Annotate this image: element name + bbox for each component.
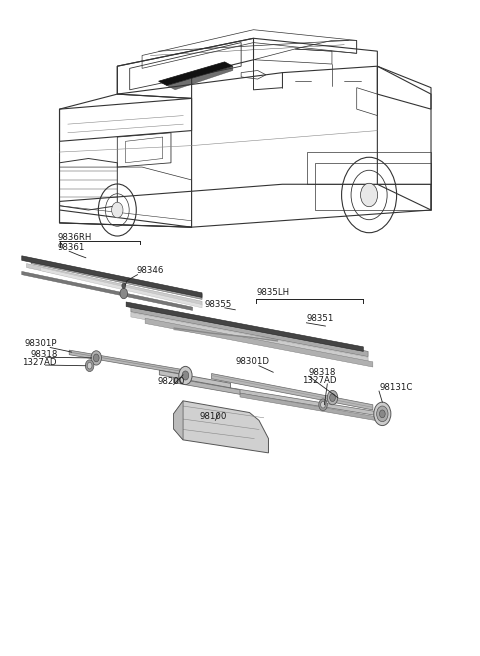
Text: 1327AD: 1327AD [301,376,336,384]
Text: 1327AD: 1327AD [22,358,56,367]
Polygon shape [167,66,233,90]
Polygon shape [174,378,240,394]
Polygon shape [159,370,230,388]
Text: 98301P: 98301P [24,339,57,348]
Circle shape [182,371,189,380]
Polygon shape [240,393,383,422]
Circle shape [112,202,123,218]
Polygon shape [26,264,202,305]
Text: 98318: 98318 [309,368,336,377]
Polygon shape [174,401,183,440]
Circle shape [87,363,92,369]
Circle shape [85,360,94,371]
Circle shape [374,402,391,426]
Polygon shape [126,302,363,352]
Text: 98361: 98361 [57,243,84,252]
Polygon shape [212,373,373,410]
Text: 98131C: 98131C [379,383,412,392]
Text: 9835LH: 9835LH [256,288,289,297]
Polygon shape [69,350,183,374]
Circle shape [377,406,388,422]
Polygon shape [131,312,368,362]
Circle shape [327,390,338,405]
Circle shape [319,399,327,411]
Polygon shape [22,256,202,297]
Circle shape [94,354,99,362]
Circle shape [380,410,385,418]
Text: 98318: 98318 [30,350,58,359]
Polygon shape [145,318,373,367]
Circle shape [360,183,378,207]
Text: 98346: 98346 [137,266,164,276]
Circle shape [122,283,126,289]
Circle shape [91,351,101,365]
Polygon shape [174,401,268,453]
Text: 98351: 98351 [306,314,334,323]
Polygon shape [22,272,192,310]
Circle shape [179,367,192,384]
Circle shape [120,289,128,298]
Text: 98355: 98355 [204,300,232,308]
Polygon shape [158,62,233,85]
Polygon shape [31,258,202,299]
Text: 98301D: 98301D [235,358,269,367]
Polygon shape [41,268,202,308]
Text: 98200: 98200 [157,377,185,386]
Polygon shape [230,388,383,417]
Polygon shape [131,306,368,357]
Text: 9836RH: 9836RH [57,233,92,242]
Circle shape [330,394,336,401]
Circle shape [321,401,325,408]
Text: 98100: 98100 [200,412,227,421]
